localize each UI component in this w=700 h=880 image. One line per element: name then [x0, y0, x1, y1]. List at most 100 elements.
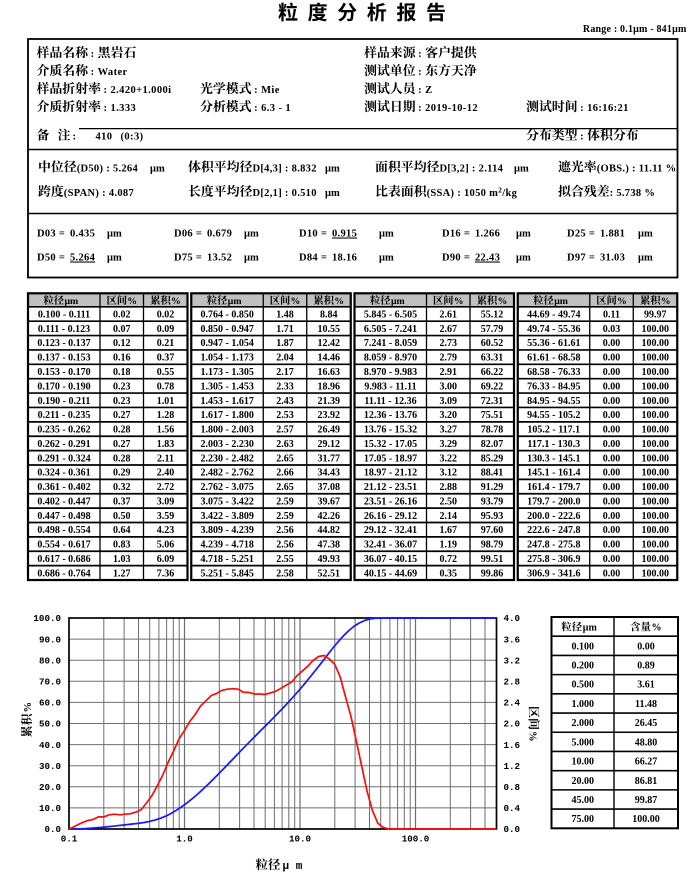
svg-text:1.453 - 1.617: 1.453 - 1.617 — [201, 396, 254, 407]
svg-text:100.00: 100.00 — [641, 381, 669, 392]
svg-text:2.65: 2.65 — [276, 453, 294, 464]
svg-text:0.00: 0.00 — [603, 468, 621, 479]
svg-text:20.00: 20.00 — [572, 776, 595, 787]
svg-text:0.262 - 0.291: 0.262 - 0.291 — [37, 439, 90, 450]
svg-text:100.0: 100.0 — [402, 834, 430, 845]
svg-text:100.00: 100.00 — [641, 525, 669, 536]
svg-text:D75 =: D75 = — [174, 253, 202, 264]
svg-text:10.55: 10.55 — [318, 324, 341, 335]
svg-text:17.05 - 18.97: 17.05 - 18.97 — [364, 453, 417, 464]
svg-text:0.27: 0.27 — [113, 410, 131, 421]
svg-text:18.97 - 21.12: 18.97 - 21.12 — [364, 468, 417, 479]
svg-text:0.0: 0.0 — [44, 824, 61, 835]
svg-text:1.83: 1.83 — [157, 439, 175, 450]
svg-text:82.07: 82.07 — [481, 439, 504, 450]
svg-text:93.79: 93.79 — [481, 496, 504, 507]
svg-text:μm: μm — [150, 163, 165, 174]
svg-text:84.95 - 94.55: 84.95 - 94.55 — [527, 396, 580, 407]
svg-text:%: % — [291, 296, 301, 307]
svg-text:85.29: 85.29 — [481, 453, 504, 464]
svg-text:1.48: 1.48 — [276, 310, 294, 321]
svg-text:44.69 - 49.74: 44.69 - 49.74 — [527, 310, 580, 321]
svg-text:3.6: 3.6 — [504, 634, 521, 645]
svg-text:%: % — [23, 702, 34, 713]
svg-text:222.6 - 247.8: 222.6 - 247.8 — [527, 525, 580, 536]
svg-text:Range : 0.1μm - 841μm: Range : 0.1μm - 841μm — [583, 24, 687, 35]
svg-text:3.00: 3.00 — [439, 381, 457, 392]
svg-text:72.31: 72.31 — [481, 396, 504, 407]
svg-text:31.03: 31.03 — [600, 253, 625, 264]
svg-text:5.06: 5.06 — [157, 540, 175, 551]
svg-text:2.73: 2.73 — [439, 338, 457, 349]
svg-text:36.07 - 40.15: 36.07 - 40.15 — [364, 554, 417, 565]
svg-text:100.00: 100.00 — [641, 511, 669, 522]
svg-text:99.87: 99.87 — [635, 795, 658, 806]
svg-text:1.67: 1.67 — [439, 525, 457, 536]
svg-text:7.36: 7.36 — [157, 568, 175, 579]
svg-text:μm: μm — [583, 622, 598, 633]
svg-text:1.56: 1.56 — [157, 425, 175, 436]
svg-text:0.00: 0.00 — [603, 554, 621, 565]
svg-text:3.29: 3.29 — [439, 439, 457, 450]
svg-text:247.8 - 275.8: 247.8 - 275.8 — [527, 540, 580, 551]
svg-text:2.14: 2.14 — [439, 511, 457, 522]
svg-text:1.000: 1.000 — [572, 699, 595, 710]
svg-text:12.36 - 13.76: 12.36 - 13.76 — [364, 410, 417, 421]
svg-text:0.447 - 0.498: 0.447 - 0.498 — [37, 511, 90, 522]
svg-text:2.420+1.000i: 2.420+1.000i — [111, 85, 172, 96]
svg-text:100.00: 100.00 — [641, 410, 669, 421]
svg-text::: : — [580, 103, 584, 114]
svg-text:200.0 - 222.6: 200.0 - 222.6 — [527, 511, 580, 522]
svg-text:90.0: 90.0 — [39, 634, 61, 645]
svg-text:1.27: 1.27 — [113, 568, 131, 579]
svg-text:μm: μm — [325, 163, 340, 174]
svg-text:μm: μm — [379, 229, 394, 240]
svg-text:%: % — [127, 296, 137, 307]
svg-text:2.43: 2.43 — [276, 396, 294, 407]
svg-text:3.22: 3.22 — [439, 453, 457, 464]
svg-text:2.58: 2.58 — [276, 568, 294, 579]
svg-text:(D50) : 5.264: (D50) : 5.264 — [77, 163, 139, 174]
svg-text:75.00: 75.00 — [572, 814, 595, 825]
svg-text:%: % — [498, 296, 508, 307]
svg-text:0.02: 0.02 — [157, 310, 175, 321]
svg-text:3.59: 3.59 — [157, 511, 175, 522]
svg-text:0.153 - 0.170: 0.153 - 0.170 — [37, 367, 90, 378]
svg-text:D25 =: D25 = — [567, 229, 595, 240]
svg-text:8.84: 8.84 — [320, 310, 338, 321]
svg-text:11.11 - 12.36: 11.11 - 12.36 — [364, 396, 416, 407]
svg-text:18.96: 18.96 — [318, 381, 341, 392]
svg-text:11.48: 11.48 — [635, 699, 657, 710]
svg-text:0.16: 0.16 — [113, 353, 131, 364]
svg-text:95.93: 95.93 — [481, 511, 504, 522]
svg-text:20.0: 20.0 — [39, 782, 61, 793]
svg-text:μm: μm — [516, 229, 531, 240]
svg-text:2.000: 2.000 — [572, 718, 595, 729]
svg-text:0.00: 0.00 — [603, 353, 621, 364]
svg-text:2.4: 2.4 — [504, 698, 521, 709]
svg-text:44.82: 44.82 — [318, 525, 341, 536]
svg-text:80.0: 80.0 — [39, 655, 61, 666]
svg-text:3.09: 3.09 — [439, 396, 457, 407]
svg-text:16:16:21: 16:16:21 — [587, 103, 629, 114]
svg-text:29.12 - 32.41: 29.12 - 32.41 — [364, 525, 417, 536]
svg-text:13.76 - 15.32: 13.76 - 15.32 — [364, 425, 417, 436]
svg-text:2.56: 2.56 — [276, 525, 294, 536]
svg-text:2.230 - 2.482: 2.230 - 2.482 — [201, 453, 254, 464]
svg-text:0.554 - 0.617: 0.554 - 0.617 — [37, 540, 90, 551]
svg-text:%: % — [617, 296, 627, 307]
svg-text:3.2: 3.2 — [504, 655, 521, 666]
svg-text::: : — [418, 49, 422, 60]
svg-text:23.51 - 26.16: 23.51 - 26.16 — [364, 496, 417, 507]
svg-text:29.12: 29.12 — [318, 439, 341, 450]
svg-text:μm: μm — [638, 229, 653, 240]
svg-text:60.0: 60.0 — [39, 698, 61, 709]
svg-text:2.55: 2.55 — [276, 554, 294, 565]
svg-text:68.58 - 76.33: 68.58 - 76.33 — [527, 367, 580, 378]
svg-text:100.0: 100.0 — [33, 613, 61, 624]
svg-text:3.20: 3.20 — [439, 410, 457, 421]
svg-text:0.50: 0.50 — [113, 511, 131, 522]
svg-text:15.32 - 17.05: 15.32 - 17.05 — [364, 439, 417, 450]
svg-text:D50 =: D50 = — [37, 253, 65, 264]
svg-text:26.45: 26.45 — [635, 718, 658, 729]
